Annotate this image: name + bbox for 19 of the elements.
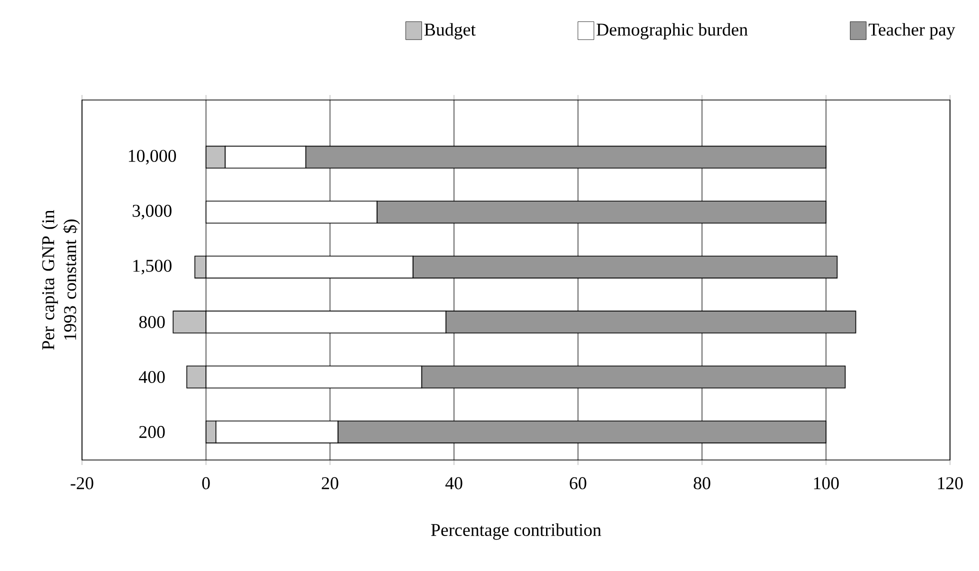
x-tick-label: 60 [570, 477, 586, 490]
x-tick-label: 20 [322, 477, 338, 490]
y-axis-title: Per capita GNP (in 1993 constant $) [42, 210, 80, 350]
y-tick-label: 3,000 [132, 204, 172, 220]
x-tick-label: 0 [202, 477, 210, 490]
y-tick-label: 200 [139, 426, 165, 438]
y-tick-label: 10,000 [128, 150, 176, 165]
legend-label: Budget [424, 23, 476, 40]
x-tick-label: 40 [445, 477, 462, 490]
x-tick-label: 80 [694, 477, 710, 490]
y-tick-label: 800 [139, 316, 165, 328]
legend-label: Teacher pay [868, 23, 956, 40]
x-tick-label: 120 [938, 477, 963, 490]
x-axis-title: Percentage contribution [431, 523, 602, 540]
x-tick-label: 100 [814, 477, 839, 490]
y-tick-label: 1,500 [133, 260, 172, 274]
x-tick-label: -20 [70, 477, 94, 490]
legend-label: Demographic burden [596, 23, 748, 40]
y-tick-label: 400 [138, 370, 165, 384]
